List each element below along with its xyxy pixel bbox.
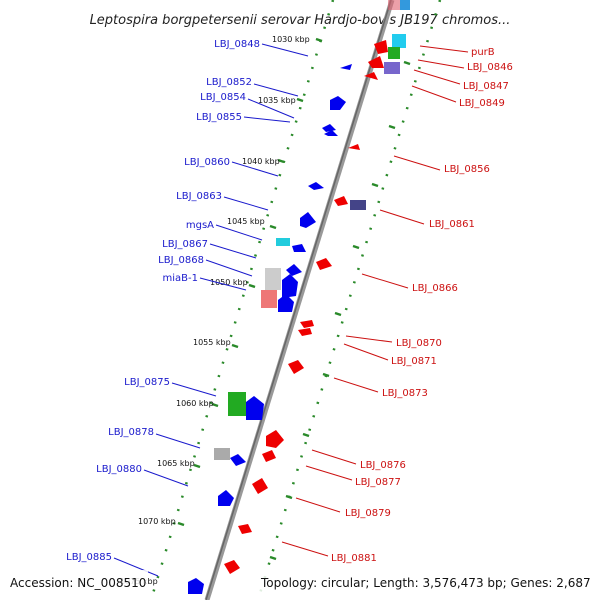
reverse-gene-arrow — [374, 40, 388, 54]
left-tick-rail — [149, 0, 335, 600]
gene-label: LBJ_0871 — [391, 356, 437, 367]
gene-label: LBJ_0854 — [200, 92, 246, 103]
forward-gene-arrow — [188, 578, 204, 594]
gene-label: LBJ_0860 — [184, 157, 230, 168]
gene-label: LBJ_0863 — [176, 191, 222, 202]
reverse-gene-arrow — [288, 360, 304, 374]
reverse-gene-arrow — [316, 258, 332, 270]
gene-label: LBJ_0849 — [459, 98, 505, 109]
kbp-label: 1040 kbp — [242, 157, 280, 166]
gene-label: LBJ_0846 — [467, 62, 513, 73]
gene-label: LBJ_0876 — [360, 460, 406, 471]
gene-block — [228, 392, 246, 416]
gene-block — [400, 0, 410, 10]
chromosome-backbone — [204, 0, 395, 600]
gene-label: LBJ_0870 — [396, 338, 442, 349]
chromosome-backbone-shade — [205, 0, 392, 600]
map-title: Leptospira borgpetersenii serovar Hardjo… — [90, 13, 511, 28]
kbp-major-ticks — [177, 37, 323, 527]
kbp-label: 1070 kbp — [138, 517, 176, 526]
forward-gene-arrow — [246, 396, 264, 420]
forward-gene-arrow — [292, 244, 306, 252]
reverse-gene-arrow — [298, 328, 312, 336]
reverse-gene-arrow — [368, 56, 384, 68]
gene-label: purB — [471, 47, 495, 58]
gene-label: miaB-1 — [163, 273, 198, 284]
accession-text: Accession: NC_008510 — [10, 576, 146, 590]
gene-label: LBJ_0866 — [412, 283, 458, 294]
gene-label: LBJ_0881 — [331, 553, 377, 564]
reverse-gene-arrow — [238, 524, 252, 534]
gene-block — [388, 47, 400, 59]
gene-block — [392, 34, 406, 48]
gene-label: mgsA — [186, 220, 214, 231]
gene-block — [261, 290, 277, 308]
left-gene-labels: LBJ_0848 LBJ_0852 LBJ_0854 LBJ_0855 LBJ_… — [66, 39, 309, 577]
gene-label: LBJ_0861 — [429, 219, 475, 230]
gene-label: LBJ_0847 — [463, 81, 509, 92]
reverse-gene-arrow — [224, 560, 240, 574]
gene-block — [214, 448, 230, 460]
gene-features — [188, 0, 410, 594]
topology-text: Topology: circular; Length: 3,576,473 bp… — [260, 576, 591, 590]
gene-label: LBJ_0868 — [158, 255, 204, 266]
kbp-label: 1050 kbp — [210, 278, 248, 287]
reverse-gene-arrow — [334, 196, 348, 206]
forward-gene-arrow — [330, 96, 346, 110]
forward-gene-arrow — [300, 212, 316, 228]
forward-gene-arrow — [322, 124, 336, 132]
forward-gene-arrow — [218, 490, 234, 506]
gene-block — [265, 268, 281, 290]
kbp-label: 1065 kbp — [157, 459, 195, 468]
kbp-label: 1060 kbp — [176, 399, 214, 408]
gene-label: LBJ_0880 — [96, 464, 142, 475]
gene-label: LBJ_0873 — [382, 388, 428, 399]
gene-label: LBJ_0877 — [355, 477, 401, 488]
gene-block — [384, 62, 400, 74]
reverse-gene-arrow — [252, 478, 268, 494]
right-rail-dashes — [269, 60, 411, 561]
forward-gene-arrow — [282, 274, 298, 298]
reverse-gene-arrow — [266, 430, 284, 448]
gene-label: LBJ_0852 — [206, 77, 252, 88]
forward-gene-arrow — [324, 130, 338, 136]
gene-block — [388, 0, 410, 10]
gene-block — [350, 200, 366, 210]
gene-label: LBJ_0875 — [124, 377, 170, 388]
gene-label: LBJ_0867 — [162, 239, 208, 250]
kbp-label: 1030 kbp — [272, 35, 310, 44]
gene-label: LBJ_0878 — [108, 427, 154, 438]
gene-label: LBJ_0885 — [66, 552, 112, 563]
forward-gene-arrow — [230, 454, 246, 466]
kbp-label: 1035 kbp — [258, 96, 296, 105]
forward-gene-arrow — [308, 182, 324, 190]
forward-gene-arrow — [340, 64, 352, 70]
reverse-gene-arrow — [364, 72, 378, 80]
reverse-gene-arrow — [300, 320, 314, 328]
forward-gene-arrow — [286, 264, 302, 276]
gene-block — [276, 238, 290, 246]
gene-label: LBJ_0855 — [196, 112, 242, 123]
reverse-gene-arrow — [262, 450, 276, 462]
kbp-label: 1045 kbp — [227, 217, 265, 226]
right-gene-labels: purB LBJ_0846 LBJ_0847 LBJ_0849 LBJ_0856… — [281, 45, 513, 564]
gene-label: LBJ_0856 — [444, 164, 490, 175]
gene-label: LBJ_0879 — [345, 508, 391, 519]
gene-label: LBJ_0848 — [214, 39, 260, 50]
kbp-label: 1055 kbp — [193, 338, 231, 347]
reverse-gene-arrow — [348, 144, 360, 150]
forward-gene-arrow — [278, 294, 294, 312]
